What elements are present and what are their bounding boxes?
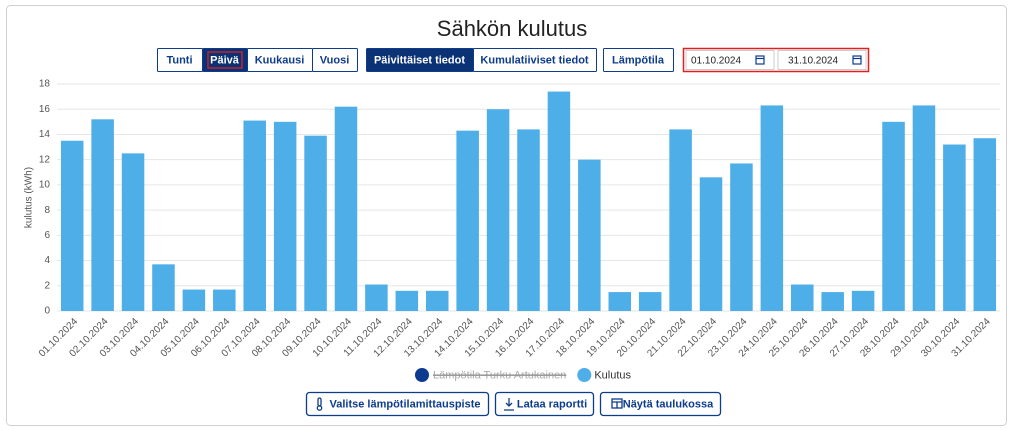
bar <box>121 153 145 311</box>
bar <box>791 284 814 311</box>
focus-outline <box>207 51 243 69</box>
bar <box>638 292 662 311</box>
action-label: Lataa raportti <box>517 398 587 410</box>
bar <box>91 119 114 311</box>
temperature-button[interactable] <box>603 48 674 72</box>
y-axis-label: kulutus (kWh) <box>24 167 35 228</box>
y-tick-label: 16 <box>39 104 51 115</box>
bar <box>699 177 723 311</box>
y-tick-label: 4 <box>44 255 50 266</box>
period-tab-label: Vuosi <box>320 54 350 66</box>
bar <box>851 290 875 311</box>
legend-swatch[interactable] <box>577 368 592 382</box>
bar <box>821 292 844 311</box>
action-label: Näytä taulukossa <box>623 398 714 410</box>
bar <box>486 109 510 311</box>
bar <box>973 138 997 311</box>
bar <box>243 120 266 311</box>
y-tick-label: 6 <box>44 230 50 241</box>
mode-tab[interactable] <box>473 48 597 72</box>
bar <box>882 121 905 311</box>
legend-swatch[interactable] <box>415 368 429 382</box>
temperature-button-label: Lämpötila <box>612 54 665 66</box>
bar <box>182 289 206 311</box>
end-date-input[interactable] <box>777 50 867 70</box>
bar <box>365 284 388 311</box>
period-tab[interactable] <box>312 48 358 72</box>
start-date-input[interactable] <box>685 50 775 70</box>
bar <box>730 163 753 311</box>
bar <box>578 159 601 311</box>
bar <box>395 290 419 311</box>
bar <box>152 264 175 311</box>
action-button[interactable] <box>494 391 595 417</box>
bar <box>304 135 327 311</box>
calendar-icons <box>755 55 862 65</box>
bar <box>760 105 784 311</box>
action-button[interactable] <box>599 391 722 417</box>
action-label: Valitse lämpötilamittauspiste <box>330 398 481 410</box>
page-title: Sähkön kulutus <box>437 16 587 41</box>
bar <box>547 91 571 311</box>
legend-label[interactable]: Kulutus <box>594 369 631 381</box>
download-icon <box>504 398 514 411</box>
y-tick-label: 0 <box>44 306 50 317</box>
bar <box>943 144 966 311</box>
period-tab-label: Päivä <box>210 54 240 66</box>
start-date: 01.10.2024 <box>691 56 741 67</box>
bar <box>273 121 297 311</box>
bar <box>60 140 84 311</box>
bar <box>425 290 449 311</box>
y-tick-label: 8 <box>44 205 50 216</box>
action-icons <box>316 397 623 411</box>
table-icon-lines <box>612 401 622 408</box>
action-button[interactable] <box>305 391 490 417</box>
mode-tab-label: Päivittäiset tiedot <box>374 54 465 66</box>
bar <box>213 289 236 311</box>
y-tick-label: 14 <box>39 129 51 140</box>
bar <box>334 106 358 311</box>
bar <box>669 129 692 311</box>
y-tick-label: 2 <box>44 280 50 291</box>
date-range-highlight <box>682 47 870 73</box>
mode-tab-label: Kumulatiiviset tiedot <box>480 54 589 66</box>
thermometer-bulb <box>316 405 323 411</box>
y-tick-label: 18 <box>39 79 51 90</box>
period-tab-label: Kuukausi <box>255 54 305 66</box>
period-tab-label: Tunti <box>166 54 192 66</box>
y-tick-label: 12 <box>39 154 51 165</box>
y-tick-label: 10 <box>39 180 51 191</box>
end-date: 31.10.2024 <box>788 56 838 67</box>
bar <box>912 105 936 311</box>
bar <box>608 292 632 311</box>
bar <box>456 130 479 311</box>
bar <box>517 129 540 311</box>
